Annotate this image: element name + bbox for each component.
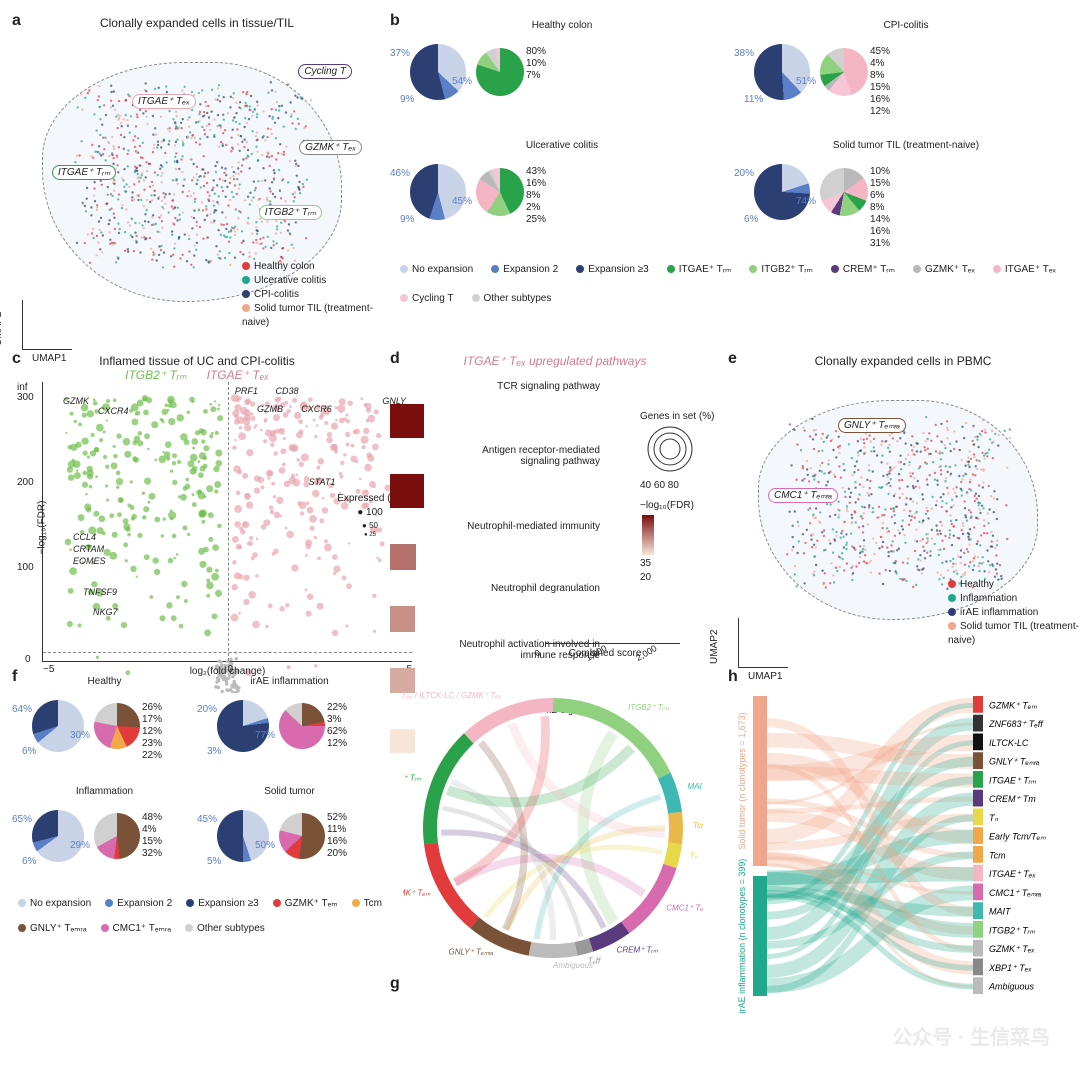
panel-c: c Inflamed tissue of UC and CPI-colitis … [12, 350, 382, 660]
panel-label-d: d [390, 350, 400, 367]
svg-text:ITGAE⁺ Tᵣₘ: ITGAE⁺ Tᵣₘ [403, 774, 421, 783]
gene-tnfsf9: TNFSF9 [83, 587, 117, 597]
fdr-legend-title: −log₁₀(FDR) [640, 499, 720, 513]
genes-legend-title: Genes in set (%) [640, 410, 720, 424]
panel-h: h Solid tumor (n clonotypes = 1,673) irAE… [728, 668, 1078, 1058]
svg-text:Early Tcm/Tₑₘ: Early Tcm/Tₑₘ [989, 832, 1046, 842]
gene-gzmb: GZMB [257, 404, 283, 414]
svg-text:ZNF683⁺ Tₑff: ZNF683⁺ Tₑff [988, 719, 1044, 729]
dotplot-legend: Genes in set (%) 40 60 80 −log₁₀(FDR) 35… [640, 410, 720, 585]
svg-text:MAIT: MAIT [989, 907, 1012, 917]
volcano-vline [228, 382, 229, 661]
svg-text:GZMK⁺ Tₑₓ: GZMK⁺ Tₑₓ [989, 944, 1035, 954]
svg-text:CREM⁺ Tm: CREM⁺ Tm [989, 794, 1036, 804]
gene-cxcr6: CXCR6 [301, 404, 332, 414]
legend-b: No expansionExpansion 2Expansion ≥3ITGAE… [390, 264, 1078, 304]
svg-text:CREM⁺ Tᵣₘ: CREM⁺ Tᵣₘ [616, 946, 657, 955]
tag-cycling-t: Cycling T [298, 64, 352, 79]
panel-d: d ITGAE⁺ Tₑₓ upregulated pathways TCR si… [390, 350, 720, 660]
svg-text:Tcm: Tcm [693, 821, 703, 830]
svg-text:XBP1⁺ Tₑₓ: XBP1⁺ Tₑₓ [988, 963, 1032, 973]
svg-text:ITGAE⁺ Tₑₓ / ILTCK-LC / GZMK⁺: ITGAE⁺ Tₑₓ / ILTCK-LC / GZMK⁺ Tₑₓ [403, 691, 501, 700]
svg-text:ITGB2⁺ Tᵣₘ: ITGB2⁺ Tᵣₘ [628, 703, 669, 712]
svg-text:GNLY⁺ Tₑₘᵣₐ: GNLY⁺ Tₑₘᵣₐ [989, 757, 1039, 767]
umap-axes-e: UMAP1 UMAP2 [738, 608, 798, 668]
panel-d-title: ITGAE⁺ Tₑₓ upregulated pathways [390, 354, 720, 368]
panel-label-a: a [12, 12, 21, 29]
svg-text:Ambiguous: Ambiguous [552, 961, 593, 970]
gene-crtam: CRTAM [73, 544, 104, 554]
svg-text:irAE inflammation (n clonotype: irAE inflammation (n clonotypes = 399) [737, 859, 747, 1014]
svg-text:Tcm: Tcm [989, 850, 1006, 860]
svg-text:Ambiguous: Ambiguous [988, 982, 1035, 992]
gene-cxcr4: CXCR4 [98, 406, 129, 416]
svg-text:CMC1⁺ Tₑₘᵣₐ: CMC1⁺ Tₑₘᵣₐ [989, 888, 1041, 898]
gene-nkg7: NKG7 [93, 607, 118, 617]
svg-text:GZMK⁺ Tₑₘ: GZMK⁺ Tₑₘ [403, 888, 430, 897]
panel-c-title: Inflamed tissue of UC and CPI-colitis [99, 354, 294, 368]
svg-text:Solid tumor (n clonotypes = 1,: Solid tumor (n clonotypes = 1,673) [737, 712, 747, 849]
svg-text:ITGAE⁺ Tᵣₘ: ITGAE⁺ Tᵣₘ [989, 775, 1036, 785]
panel-label-h: h [728, 668, 738, 685]
panel-e-title: Clonally expanded cells in PBMC [728, 354, 1078, 368]
ytick-100: 100 [17, 562, 34, 573]
panel-f: f Healthy 64%6%30% 26%17%12%23%22% irAE … [12, 668, 382, 1058]
volcano-plot: log₂(fold change) −log₁₀(FDR) inf 300 20… [42, 382, 412, 662]
tag-itgae-trm: ITGAE⁺ Tᵣₘ [52, 165, 116, 180]
svg-text:CMC1⁺ Tₑₘᵣₐ: CMC1⁺ Tₑₘᵣₐ [666, 903, 703, 912]
sankey-diagram: Solid tumor (n clonotypes = 1,673) irAE i… [728, 686, 1078, 1016]
svg-text:Tₙ: Tₙ [689, 852, 698, 861]
gene-ccl4: CCL4 [73, 532, 96, 542]
tag-gnly-temra: GNLY⁺ Tₑₘᵣₐ [838, 418, 906, 433]
volcano-hline [43, 652, 412, 653]
ytick-300: 300 [17, 392, 34, 403]
ytick-200: 200 [17, 477, 34, 488]
panel-label-g: g [390, 975, 400, 992]
panel-g: g ITGB2⁺ Tᵣₘ MAIT Tcm Tₙ CMC1⁺ Tₑₘᵣₐ CREM⁺ Tᵣ… [390, 668, 720, 1058]
volcano-left-header: ITGB2⁺ Tᵣₘ [125, 368, 186, 382]
tag-itgae-tex: ITGAE⁺ Tₑₓ [132, 94, 196, 109]
gene-cd38: CD38 [275, 386, 298, 396]
tag-itgb2-trm: ITGB2⁺ Tᵣₘ [259, 205, 322, 220]
umap-axes: UMAP1 UMAP2 [22, 290, 82, 350]
gene-prf1: PRF1 [235, 386, 258, 396]
tag-cmc1-temra: CMC1⁺ Tₑₘᵣₐ [768, 488, 838, 503]
axis-y-label-e: UMAP2 [709, 630, 720, 664]
svg-text:GNLY⁺ Tₑₘᵣₐ: GNLY⁺ Tₑₘᵣₐ [448, 948, 493, 957]
gene-eomes: EOMES [73, 556, 106, 566]
volcano-ylabel: −log₁₀(FDR) [36, 500, 47, 554]
svg-text:ILTCK-LC: ILTCK-LC [989, 738, 1029, 748]
svg-text:GZMK⁺ Tₑₘ: GZMK⁺ Tₑₘ [989, 700, 1037, 710]
pie-grid-f: Healthy 64%6%30% 26%17%12%23%22% irAE in… [12, 676, 382, 896]
panel-a: a Clonally expanded cells in tissue/TIL … [12, 12, 382, 342]
watermark: 公众号 · 生信菜鸟 [892, 1021, 1050, 1050]
panel-label-e: e [728, 350, 737, 367]
panel-b: b Healthy colon 37%9%54% 80%10%7% CPI-co… [390, 12, 1078, 342]
panel-e: e Clonally expanded cells in PBMC GNLY⁺ … [728, 350, 1078, 660]
ytick-0: 0 [25, 654, 31, 665]
gene-gzmk: GZMK [63, 396, 89, 406]
svg-text:ITGAE⁺ Tₑₓ: ITGAE⁺ Tₑₓ [989, 869, 1036, 879]
panel-a-title: Clonally expanded cells in tissue/TIL [12, 16, 382, 30]
chord-diagram: ITGB2⁺ TᵣₘMAITTcmTₙCMC1⁺ TₑₘᵣₐCREM⁺ TᵣₘT… [403, 678, 703, 978]
figure-grid: a Clonally expanded cells in tissue/TIL … [12, 12, 1068, 1058]
legend-a: Healthy colonUlcerative colitisCPI-colit… [242, 260, 382, 330]
volcano-right-header: ITGAE⁺ Tₑₓ [207, 368, 269, 382]
tag-gzmk-tex: GZMK⁺ Tₑₓ [299, 140, 362, 155]
gene-stat1: STAT1 [309, 477, 336, 487]
svg-text:ITGB2⁺ Tᵣₘ: ITGB2⁺ Tᵣₘ [989, 925, 1035, 935]
panel-label-c: c [12, 350, 21, 367]
pie-grid-b: Healthy colon 37%9%54% 80%10%7% CPI-coli… [390, 20, 1078, 260]
svg-text:MAIT: MAIT [687, 782, 703, 791]
svg-text:Tₙ: Tₙ [989, 813, 998, 823]
legend-e: HealthyInflammationirAE inflammationSoli… [948, 578, 1080, 648]
axis-y-label: UMAP2 [0, 312, 4, 346]
